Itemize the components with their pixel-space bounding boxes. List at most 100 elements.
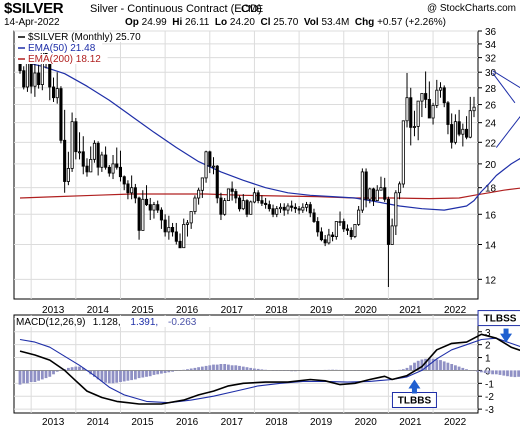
price-bar-body bbox=[245, 200, 249, 215]
price-bar-body bbox=[219, 197, 223, 215]
macd-histogram-bar bbox=[498, 370, 502, 375]
price-legend-label: EMA(50) 21.48 bbox=[28, 43, 96, 54]
price-bar-body bbox=[267, 204, 271, 210]
ema50-line bbox=[19, 60, 520, 211]
macd-histogram-bar bbox=[494, 370, 498, 375]
price-y-tick-label: 16 bbox=[485, 210, 497, 221]
price-bar-body bbox=[297, 208, 301, 211]
price-bar-body bbox=[319, 231, 323, 241]
macd-x-tick-label: 2014 bbox=[87, 417, 110, 428]
price-bar-body bbox=[316, 221, 320, 233]
macd-histogram-bar bbox=[480, 370, 483, 373]
macd-histogram-bar bbox=[260, 369, 264, 371]
price-bar-body bbox=[450, 124, 454, 143]
price-bar-body bbox=[271, 208, 275, 215]
price-bar-body bbox=[223, 200, 227, 215]
price-bar-body bbox=[409, 97, 413, 128]
price-bar-body bbox=[144, 198, 149, 206]
price-bar-body bbox=[464, 128, 469, 138]
macd-histogram-bar bbox=[249, 367, 253, 371]
price-bar-body bbox=[386, 198, 390, 245]
price-bar-body bbox=[379, 187, 383, 191]
price-bar-body bbox=[52, 86, 56, 99]
macd-histogram-bar bbox=[435, 359, 439, 371]
price-y-tick-label: 18 bbox=[485, 184, 497, 195]
macd-histogram-bar bbox=[208, 365, 212, 371]
price-bar-body bbox=[230, 188, 234, 192]
macd-line bbox=[19, 333, 520, 405]
macd-histogram-bar bbox=[193, 367, 197, 371]
price-bar-body bbox=[78, 151, 82, 154]
price-bar-body bbox=[200, 177, 204, 191]
price-bar-body bbox=[167, 226, 171, 233]
price-bar-body bbox=[420, 93, 424, 102]
macd-histogram-bar bbox=[100, 370, 104, 382]
macd-legend-label: 1.128, bbox=[93, 317, 121, 328]
price-y-tick-label: 24 bbox=[485, 119, 497, 130]
macd-histogram-bar bbox=[148, 370, 152, 377]
copyright-notice: @ StockCharts.com bbox=[426, 3, 516, 14]
macd-histogram-bar bbox=[134, 370, 137, 380]
close-value: 25.70 bbox=[273, 17, 299, 28]
price-bar-body bbox=[278, 206, 283, 210]
macd-histogram-bar bbox=[457, 366, 461, 371]
price-bar-body bbox=[364, 171, 368, 200]
annotation-arrow-shaft bbox=[411, 387, 417, 394]
price-bar-body bbox=[130, 187, 134, 194]
macd-histogram-bar bbox=[130, 370, 133, 381]
annotation-label: TLBSS bbox=[484, 314, 517, 325]
macd-histogram-bar bbox=[465, 369, 468, 371]
price-y-tick-label: 26 bbox=[485, 101, 497, 112]
price-bar-body bbox=[383, 187, 387, 200]
price-bar-body bbox=[159, 209, 164, 221]
price-bar-body bbox=[353, 223, 357, 237]
price-bar-body bbox=[234, 191, 238, 199]
price-x-tick-label: 2021 bbox=[399, 305, 422, 316]
price-bar-body bbox=[331, 234, 335, 238]
price-bar-body bbox=[22, 70, 26, 88]
macd-histogram-bar bbox=[33, 370, 37, 382]
price-bar-body bbox=[349, 229, 353, 237]
price-x-tick-label: 2018 bbox=[265, 305, 288, 316]
quote-line: Op 24.99 Hi 26.11 Lo 24.20 Cl 25.70 Vol … bbox=[125, 17, 446, 28]
price-bar-body bbox=[85, 165, 89, 173]
macd-x-tick-label: 2013 bbox=[42, 417, 65, 428]
macd-histogram-bar bbox=[461, 367, 465, 371]
price-y-tick-label: 22 bbox=[485, 138, 497, 149]
price-bar-body bbox=[472, 106, 476, 112]
price-bar-body bbox=[256, 192, 260, 202]
price-bar-body bbox=[170, 226, 175, 233]
macd-histogram-bar bbox=[81, 367, 85, 371]
price-bar-body bbox=[453, 121, 457, 143]
price-bar-body bbox=[438, 87, 443, 91]
macd-histogram-bar bbox=[204, 365, 208, 371]
annotation-label: TLBBS bbox=[398, 396, 432, 407]
price-bar-body bbox=[252, 192, 257, 203]
macd-legend-label: -0.263 bbox=[168, 317, 197, 328]
price-bar-body bbox=[375, 189, 379, 201]
macd-legend-bg bbox=[15, 316, 251, 327]
macd-x-tick-label: 2015 bbox=[131, 417, 154, 428]
macd-histogram-bar bbox=[513, 370, 517, 378]
price-y-tick-label: 30 bbox=[485, 68, 497, 79]
price-y-tick-label: 32 bbox=[485, 54, 497, 65]
price-bar-body bbox=[226, 188, 231, 201]
macd-histogram-bar bbox=[223, 364, 227, 371]
price-bar-body bbox=[371, 188, 376, 201]
price-legend-bg bbox=[16, 43, 103, 53]
price-bar-body bbox=[115, 163, 119, 168]
price-bar-body bbox=[141, 198, 145, 231]
high-label: Hi bbox=[172, 17, 183, 28]
price-bar-body bbox=[182, 223, 186, 249]
macd-x-tick-label: 2018 bbox=[265, 417, 288, 428]
price-bar-body bbox=[327, 234, 331, 244]
macd-histogram-bar bbox=[44, 370, 48, 379]
macd-histogram-bar bbox=[26, 370, 29, 384]
price-bar-body bbox=[126, 183, 130, 194]
macd-histogram-bar bbox=[241, 366, 245, 371]
macd-histogram-bar bbox=[454, 365, 457, 371]
macd-histogram-bar bbox=[22, 370, 26, 384]
macd-histogram-bar bbox=[67, 367, 70, 371]
macd-histogram-bar bbox=[37, 370, 40, 381]
macd-histogram-bar bbox=[517, 370, 520, 377]
